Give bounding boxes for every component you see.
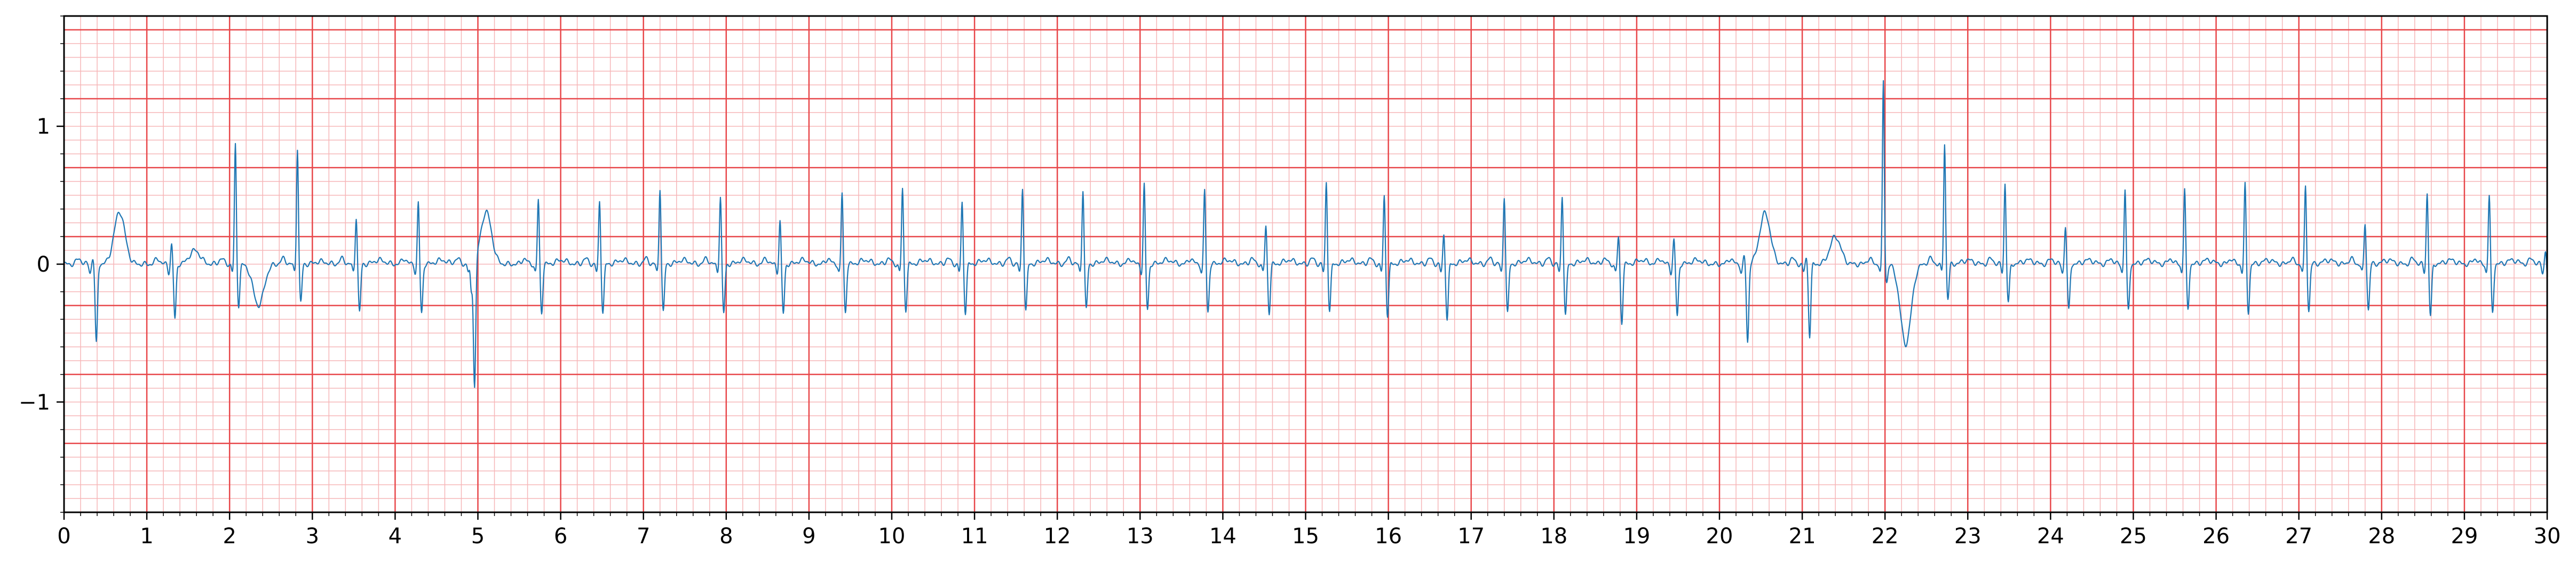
x-tick-label: 26 (2202, 524, 2230, 549)
x-tick-label: 2 (223, 524, 236, 549)
x-tick-label: 22 (1872, 524, 1899, 549)
ecg-trace-layer (64, 80, 2548, 388)
x-tick-label: 30 (2534, 524, 2561, 549)
x-tick-label: 11 (961, 524, 988, 549)
x-tick-label: 25 (2120, 524, 2147, 549)
x-tick-label: 13 (1127, 524, 1154, 549)
x-tick-label: 17 (1457, 524, 1485, 549)
y-tick-label: −1 (19, 390, 50, 415)
y-tick-label: 0 (37, 252, 50, 277)
ecg-trace-line (64, 80, 2548, 388)
x-tick-label: 24 (2037, 524, 2064, 549)
x-tick-label: 15 (1292, 524, 1319, 549)
y-tick-label: 1 (37, 115, 50, 139)
x-tick-label: 23 (1954, 524, 1981, 549)
x-tick-label: 1 (140, 524, 153, 549)
x-tick-label: 21 (1789, 524, 1816, 549)
x-tick-label: 29 (2451, 524, 2478, 549)
y-axis: −1 0 1 (19, 15, 64, 513)
x-tick-label: 8 (719, 524, 733, 549)
x-tick-label: 4 (389, 524, 402, 549)
x-tick-label: 5 (471, 524, 485, 549)
x-tick-label: 6 (554, 524, 567, 549)
x-tick-label: 3 (306, 524, 319, 549)
x-tick-label: 20 (1706, 524, 1733, 549)
x-tick-label: 10 (878, 524, 906, 549)
x-tick-label: 16 (1375, 524, 1402, 549)
x-tick-label: 0 (57, 524, 70, 549)
x-tick-label: 7 (637, 524, 650, 549)
x-tick-label: 27 (2285, 524, 2312, 549)
x-tick-label: 12 (1044, 524, 1071, 549)
x-tick-label: 28 (2368, 524, 2395, 549)
x-tick-label: 9 (802, 524, 815, 549)
x-tick-label: 18 (1540, 524, 1567, 549)
x-tick-label: 19 (1623, 524, 1650, 549)
x-axis: 0 1 2 3 4 5 6 7 8 9 10 11 12 13 14 15 16 17 18 19 20 21 22 23 24… (57, 512, 2561, 549)
x-tick-label: 14 (1209, 524, 1237, 549)
